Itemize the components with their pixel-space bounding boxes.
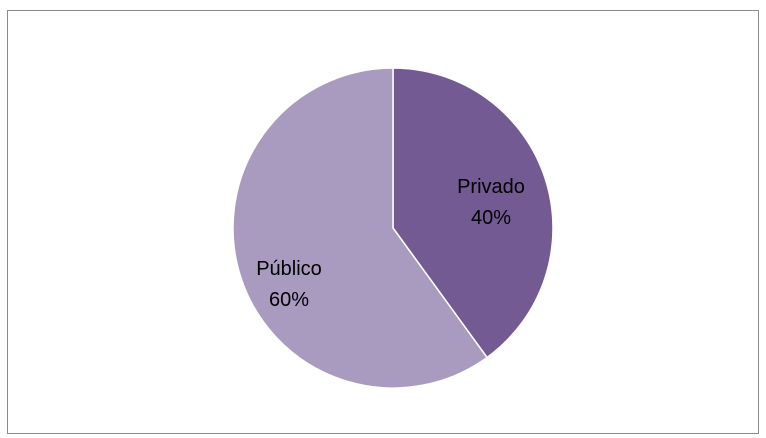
slice-value-privado: 40% bbox=[471, 207, 511, 229]
slice-labels: Privado 40% Público 60% bbox=[256, 176, 525, 311]
slice-value-publico: 60% bbox=[269, 289, 309, 311]
slice-label-publico: Público bbox=[256, 258, 322, 280]
slice-label-privado: Privado bbox=[457, 176, 525, 198]
pie-slice-privado bbox=[392, 67, 554, 359]
pie-slices bbox=[232, 67, 554, 389]
pie-slice-publico bbox=[232, 67, 489, 389]
